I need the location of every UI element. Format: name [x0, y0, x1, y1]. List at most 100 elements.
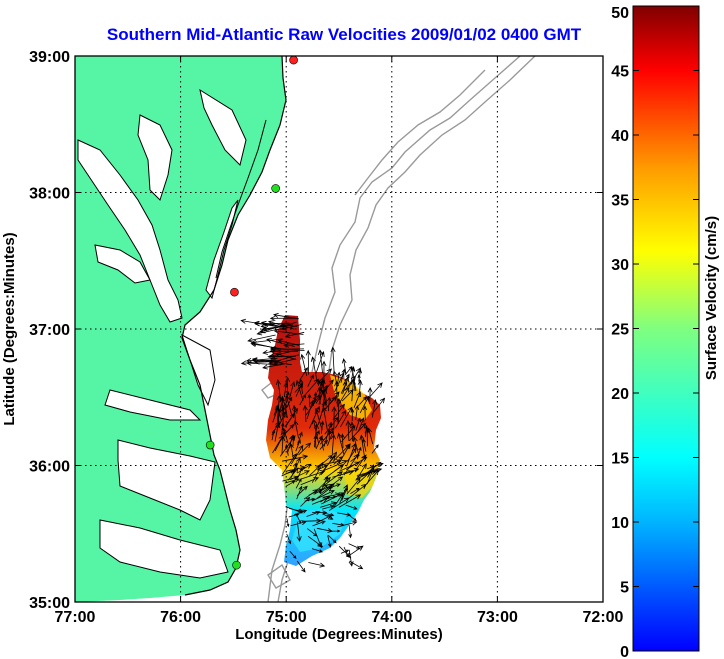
velocity-arrow — [254, 321, 290, 327]
y-axis: 35:00 36:00 37:00 38:00 39:00 — [29, 49, 603, 612]
velocity-arrow — [245, 357, 278, 364]
velocity-arrow — [309, 465, 321, 476]
y-tick-label: 36:00 — [29, 459, 70, 476]
velocity-arrow — [312, 520, 326, 527]
velocity-arrow — [280, 324, 302, 331]
y-tick-label: 38:00 — [29, 186, 70, 203]
velocity-arrow — [357, 446, 362, 459]
velocity-arrow — [283, 381, 288, 398]
velocity-arrow — [324, 379, 334, 391]
radar-site-marker — [271, 184, 280, 193]
velocity-arrow — [350, 487, 360, 494]
radar-site-marker — [205, 440, 215, 450]
velocity-arrow — [338, 494, 362, 508]
velocity-arrow — [346, 447, 357, 462]
velocity-arrow — [279, 395, 285, 417]
colorbar-tick-label: 20 — [611, 386, 629, 403]
velocity-arrow — [287, 434, 294, 454]
velocity-arrow — [345, 504, 358, 510]
velocity-arrow — [276, 394, 282, 422]
velocity-arrow — [297, 431, 303, 446]
velocity-arrow — [332, 443, 351, 463]
velocity-arrow — [345, 419, 351, 441]
y-tick-label: 39:00 — [29, 49, 70, 66]
colorbar-tick-label: 40 — [611, 128, 629, 145]
radar-site-marker — [289, 56, 298, 65]
velocity-arrow — [353, 391, 361, 408]
velocity-arrow — [313, 423, 319, 448]
velocity-arrow — [355, 417, 361, 431]
velocity-arrow — [302, 404, 308, 423]
y-tick-label: 37:00 — [29, 322, 70, 339]
colorbar-tick-label: 0 — [620, 644, 629, 659]
velocity-arrow — [321, 471, 343, 488]
plot-area — [75, 56, 603, 602]
velocity-arrow — [362, 405, 368, 421]
colorbar-tick-label: 35 — [611, 193, 629, 210]
velocity-arrow — [321, 454, 333, 465]
coastline — [181, 56, 287, 596]
colorbar-tick-label: 50 — [611, 5, 629, 22]
velocity-arrow — [285, 412, 295, 426]
velocity-arrow — [367, 464, 374, 478]
colorbar — [632, 5, 700, 652]
velocity-arrow — [308, 488, 323, 496]
velocity-arrow — [337, 386, 350, 406]
velocity-arrow — [319, 501, 337, 508]
colorbar-tick-label: 15 — [611, 451, 629, 468]
x-axis: 77:00 76:00 75:00 74:00 73:00 72:00 — [55, 56, 624, 626]
velocity-arrow — [250, 338, 283, 345]
velocity-arrow — [262, 363, 285, 370]
velocity-arrow — [305, 378, 320, 395]
velocity-arrow — [358, 417, 365, 432]
velocity-arrow — [367, 382, 383, 400]
velocity-arrow — [364, 424, 369, 438]
velocity-arrow — [273, 404, 279, 416]
velocity-arrow — [240, 359, 276, 366]
velocity-arrow — [320, 420, 325, 434]
velocity-arrow — [289, 470, 310, 481]
velocity-arrow — [339, 484, 348, 504]
velocity-arrow — [290, 520, 307, 527]
velocity-arrow — [284, 424, 295, 435]
velocity-arrow — [347, 483, 367, 500]
velocity-arrow — [289, 381, 296, 399]
velocity-arrow — [334, 409, 347, 429]
velocity-arrow — [322, 505, 335, 510]
velocity-arrow — [305, 349, 311, 375]
velocity-arrow — [336, 371, 341, 385]
velocity-arrow — [339, 461, 361, 472]
velocity-arrow — [274, 422, 281, 442]
velocity-arrow — [354, 404, 360, 420]
velocity-arrow — [315, 351, 325, 374]
velocity-arrow — [371, 399, 378, 418]
velocity-arrow — [296, 485, 303, 500]
velocity-arrow — [307, 528, 318, 537]
velocity-arrow — [311, 548, 324, 553]
velocity-arrow — [331, 529, 341, 533]
y-tick-label: 35:00 — [29, 595, 70, 612]
velocity-arrow — [359, 434, 365, 458]
velocity-arrow — [342, 373, 350, 386]
velocity-arrow — [300, 477, 320, 486]
velocity-arrow — [323, 421, 333, 447]
radar-site-marker — [232, 560, 241, 570]
velocity-arrow — [290, 444, 304, 465]
velocity-arrow — [349, 560, 364, 570]
velocity-arrow — [367, 386, 373, 405]
velocity-arrow — [312, 510, 328, 515]
velocity-arrow — [313, 528, 323, 549]
velocity-arrow — [343, 546, 349, 558]
velocity-arrow — [296, 463, 312, 474]
velocity-arrow — [308, 562, 326, 568]
velocity-arrow — [307, 535, 324, 548]
x-tick-label: 74:00 — [371, 609, 412, 626]
x-tick-label: 75:00 — [266, 609, 307, 626]
colorbar-tick-label: 45 — [611, 64, 629, 81]
velocity-arrow — [289, 550, 297, 559]
velocity-arrow — [311, 490, 335, 502]
velocity-arrow — [295, 379, 304, 401]
velocity-arrow — [286, 396, 293, 409]
velocity-arrow — [356, 467, 383, 476]
velocity-arrow — [289, 443, 294, 459]
